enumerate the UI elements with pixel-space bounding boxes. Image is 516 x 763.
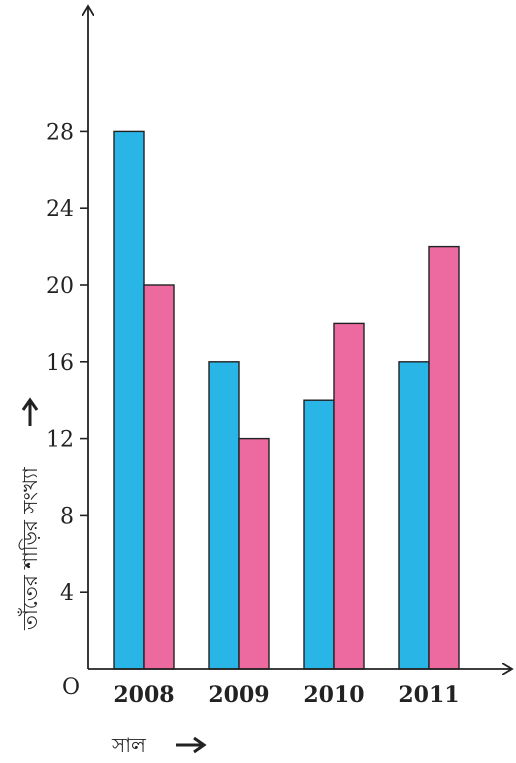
- bar-2010-series-2: [333, 322, 365, 670]
- y-tick-label: 16: [46, 351, 74, 376]
- bar-2011-series-2: [428, 245, 460, 670]
- x-tick-label: 2009: [208, 682, 269, 708]
- y-axis-title-arrow-icon: [21, 397, 39, 426]
- y-ticks-group: 4 8 12 16 20 24 28: [46, 120, 88, 606]
- bar-2011-series-1: [398, 361, 430, 670]
- x-axis-title: সাল: [111, 733, 147, 757]
- y-axis-title: তাঁতের শাড়ির সংখ্যা: [18, 466, 42, 631]
- bars-group: [113, 130, 460, 670]
- y-tick-label: 24: [46, 197, 74, 222]
- x-tick-label: 2011: [398, 682, 459, 708]
- x-axis-title-arrow-icon: [176, 736, 207, 754]
- y-tick-label: 8: [60, 504, 74, 529]
- y-tick-label: 12: [46, 428, 74, 453]
- bar-2008-series-1: [113, 130, 145, 670]
- x-labels-group: 2008 2009 2010 2011: [113, 682, 459, 708]
- x-tick-label: 2008: [113, 682, 174, 708]
- bar-2009-series-1: [208, 361, 240, 670]
- bar-2009-series-2: [238, 437, 270, 670]
- y-tick-label: 4: [60, 581, 74, 606]
- y-tick-label: 20: [46, 274, 74, 299]
- y-tick-label: 28: [46, 120, 74, 145]
- y-axis-title-group: তাঁতের শাড়ির সংখ্যা: [18, 397, 42, 631]
- origin-label: O: [62, 675, 80, 700]
- x-tick-label: 2010: [303, 682, 364, 708]
- bar-2008-series-2: [143, 284, 175, 670]
- bar-2010-series-1: [303, 399, 335, 670]
